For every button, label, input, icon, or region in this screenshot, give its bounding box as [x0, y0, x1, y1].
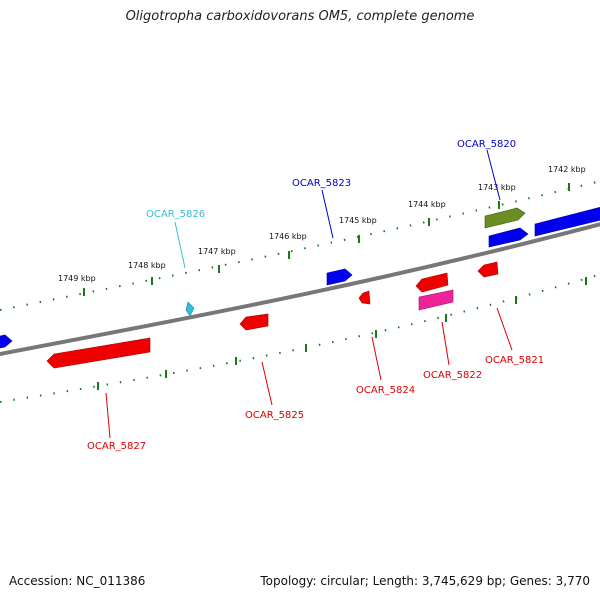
- topology-text: Topology: circular; Length: 3,745,629 bp…: [260, 574, 590, 588]
- gene-ocar-5825[interactable]: [239, 313, 269, 331]
- gene-ocar-5819[interactable]: [534, 206, 600, 237]
- lower-major-ticks: [97, 277, 587, 390]
- kbp-label-1742: 1742 kbp: [548, 165, 586, 174]
- genome-title: Oligotropha carboxidovorans OM5, complet…: [125, 9, 475, 24]
- reverse-genes: [46, 261, 499, 369]
- accession-text: Accession: NC_011386: [9, 574, 146, 588]
- gene-left-edge[interactable]: [0, 334, 13, 349]
- gene-label-ocar-5821: OCAR_5821: [485, 355, 544, 366]
- kbp-label-1748: 1748 kbp: [128, 261, 166, 270]
- gene-ocar-5823[interactable]: [326, 268, 353, 286]
- gene-label-ocar-5827: OCAR_5827: [87, 441, 146, 452]
- label-leaders: [105, 149, 513, 439]
- gene-ocar-5824[interactable]: [358, 290, 371, 305]
- gene-ocar-5822[interactable]: [418, 289, 454, 311]
- gene-label-ocar-5825: OCAR_5825: [245, 410, 304, 421]
- gene-label-ocar-5824: OCAR_5824: [356, 385, 415, 396]
- kbp-label-1746: 1746 kbp: [269, 232, 307, 241]
- gene-label-ocar-5823: OCAR_5823: [292, 178, 351, 189]
- gene-ocar-5827[interactable]: [46, 337, 151, 369]
- gene-ocar-5820[interactable]: [484, 207, 526, 229]
- kbp-label-1747: 1747 kbp: [198, 247, 236, 256]
- forward-genes: [0, 206, 600, 349]
- gene-label-ocar-5826: OCAR_5826: [146, 209, 205, 220]
- kbp-label-1744: 1744 kbp: [408, 200, 446, 209]
- kbp-label-1749: 1749 kbp: [58, 274, 96, 283]
- gene-ocar-5821[interactable]: [477, 261, 499, 278]
- kbp-label-1745: 1745 kbp: [339, 216, 377, 225]
- gene-label-ocar-5822: OCAR_5822: [423, 370, 482, 381]
- genome-backbone: [0, 222, 600, 357]
- gene-ocar-5826[interactable]: [185, 301, 195, 317]
- gene-label-ocar-5820: OCAR_5820: [457, 139, 516, 150]
- gene-ocar-5820-forward[interactable]: [488, 227, 529, 248]
- gene-ocar-5822a[interactable]: [415, 272, 449, 293]
- upper-scale-track: [0, 180, 600, 311]
- upper-major-ticks: [83, 183, 570, 296]
